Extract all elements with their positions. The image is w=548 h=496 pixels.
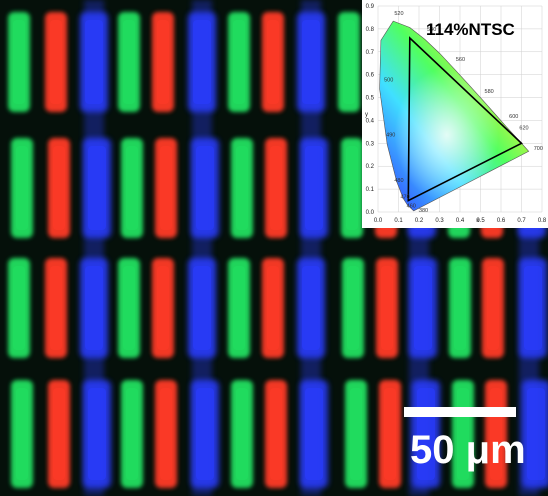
- x-tick-label: 0.4: [456, 218, 465, 224]
- subpixel-core: [13, 266, 25, 350]
- x-tick-label: 0.8: [538, 218, 547, 224]
- blue-streak: [192, 0, 212, 496]
- y-tick-label: 0.2: [366, 164, 375, 170]
- subpixel-core: [347, 266, 359, 350]
- wavelength-label: 500: [384, 78, 393, 84]
- y-tick-label: 0.1: [366, 187, 375, 193]
- cie-chromaticity-inset: 0.0 0.1 0.2 0.3 0.4 0.5 0.6 0.7 0.8 0.0 0.1 0.2 0.3 0…: [362, 0, 548, 228]
- blue-streak: [301, 0, 321, 496]
- x-axis-label: x: [476, 218, 479, 224]
- y-tick-label: 0.4: [366, 118, 375, 124]
- scale-bar-label: 50 μm: [410, 428, 526, 472]
- y-tick-label: 0.7: [366, 50, 375, 56]
- wavelength-label: 490: [386, 132, 395, 138]
- subpixel-core: [454, 266, 466, 350]
- subpixel-core: [350, 388, 362, 480]
- wavelength-label: 600: [509, 114, 518, 120]
- blue-streak: [84, 0, 104, 496]
- subpixel-core: [160, 146, 172, 230]
- scale-bar: [404, 407, 516, 417]
- subpixel-core: [53, 388, 65, 480]
- subpixel-core: [123, 266, 135, 350]
- wavelength-label: 520: [394, 11, 403, 17]
- subpixel-core: [236, 388, 248, 480]
- subpixel-core: [16, 146, 28, 230]
- wavelength-label: 540: [427, 27, 436, 33]
- y-tick-label: 0.9: [366, 4, 375, 10]
- subpixel-core: [236, 146, 248, 230]
- white-point-glow: [379, 21, 529, 211]
- wavelength-label: 480: [394, 178, 403, 184]
- cie-axis-ticks: 0.0 0.1 0.2 0.3 0.4 0.5 0.6 0.7 0.8 0.0 0.1 0.2 0.3 0…: [365, 4, 547, 224]
- x-tick-label: 0.0: [374, 218, 383, 224]
- y-tick-label: 0.8: [366, 27, 375, 33]
- wavelength-label: 620: [519, 126, 528, 132]
- subpixel-core: [384, 388, 396, 480]
- subpixel-core: [50, 266, 62, 350]
- subpixel-core: [487, 266, 499, 350]
- subpixel-array: [8, 0, 548, 496]
- subpixel-core: [267, 20, 279, 104]
- x-tick-label: 0.3: [435, 218, 444, 224]
- y-axis-label: y: [365, 112, 368, 118]
- subpixel-core: [270, 146, 282, 230]
- subpixel-core: [126, 146, 138, 230]
- subpixel-core: [233, 266, 245, 350]
- y-tick-label: 0.3: [366, 141, 375, 147]
- x-tick-label: 0.2: [415, 218, 424, 224]
- subpixel-core: [13, 20, 25, 104]
- x-tick-label: 0.5: [476, 218, 485, 224]
- cie-diagram: 0.0 0.1 0.2 0.3 0.4 0.5 0.6 0.7 0.8 0.0 0.1 0.2 0.3 0…: [365, 4, 547, 224]
- y-tick-label: 0.6: [366, 73, 375, 79]
- subpixel-core: [270, 388, 282, 480]
- subpixel-core: [346, 146, 358, 230]
- subpixel-core: [53, 146, 65, 230]
- subpixel-core: [123, 20, 135, 104]
- wavelength-label: 700: [534, 146, 543, 152]
- subpixel-core: [160, 388, 172, 480]
- subpixel-core: [267, 266, 279, 350]
- ntsc-title: 114%NTSC: [426, 20, 515, 39]
- wavelength-label: 560: [456, 57, 465, 63]
- wavelength-label: 380: [419, 208, 428, 214]
- subpixel-core: [233, 20, 245, 104]
- wavelength-label: 460: [407, 203, 416, 209]
- gamut-triangle: [407, 36, 523, 202]
- subpixel-core: [343, 20, 355, 104]
- y-tick-label: 0.0: [366, 210, 375, 216]
- y-tick-label: 0.5: [366, 96, 375, 102]
- x-tick-label: 0.1: [394, 218, 403, 224]
- subpixel-core: [126, 388, 138, 480]
- wavelength-label: 580: [485, 89, 494, 95]
- subpixel-core: [157, 20, 169, 104]
- subpixel-core: [157, 266, 169, 350]
- subpixel-core: [50, 20, 62, 104]
- subpixel-core: [381, 266, 393, 350]
- x-tick-label: 0.6: [497, 218, 506, 224]
- x-tick-label: 0.7: [517, 218, 526, 224]
- wavelength-label: 470: [401, 194, 410, 200]
- subpixel-core: [16, 388, 28, 480]
